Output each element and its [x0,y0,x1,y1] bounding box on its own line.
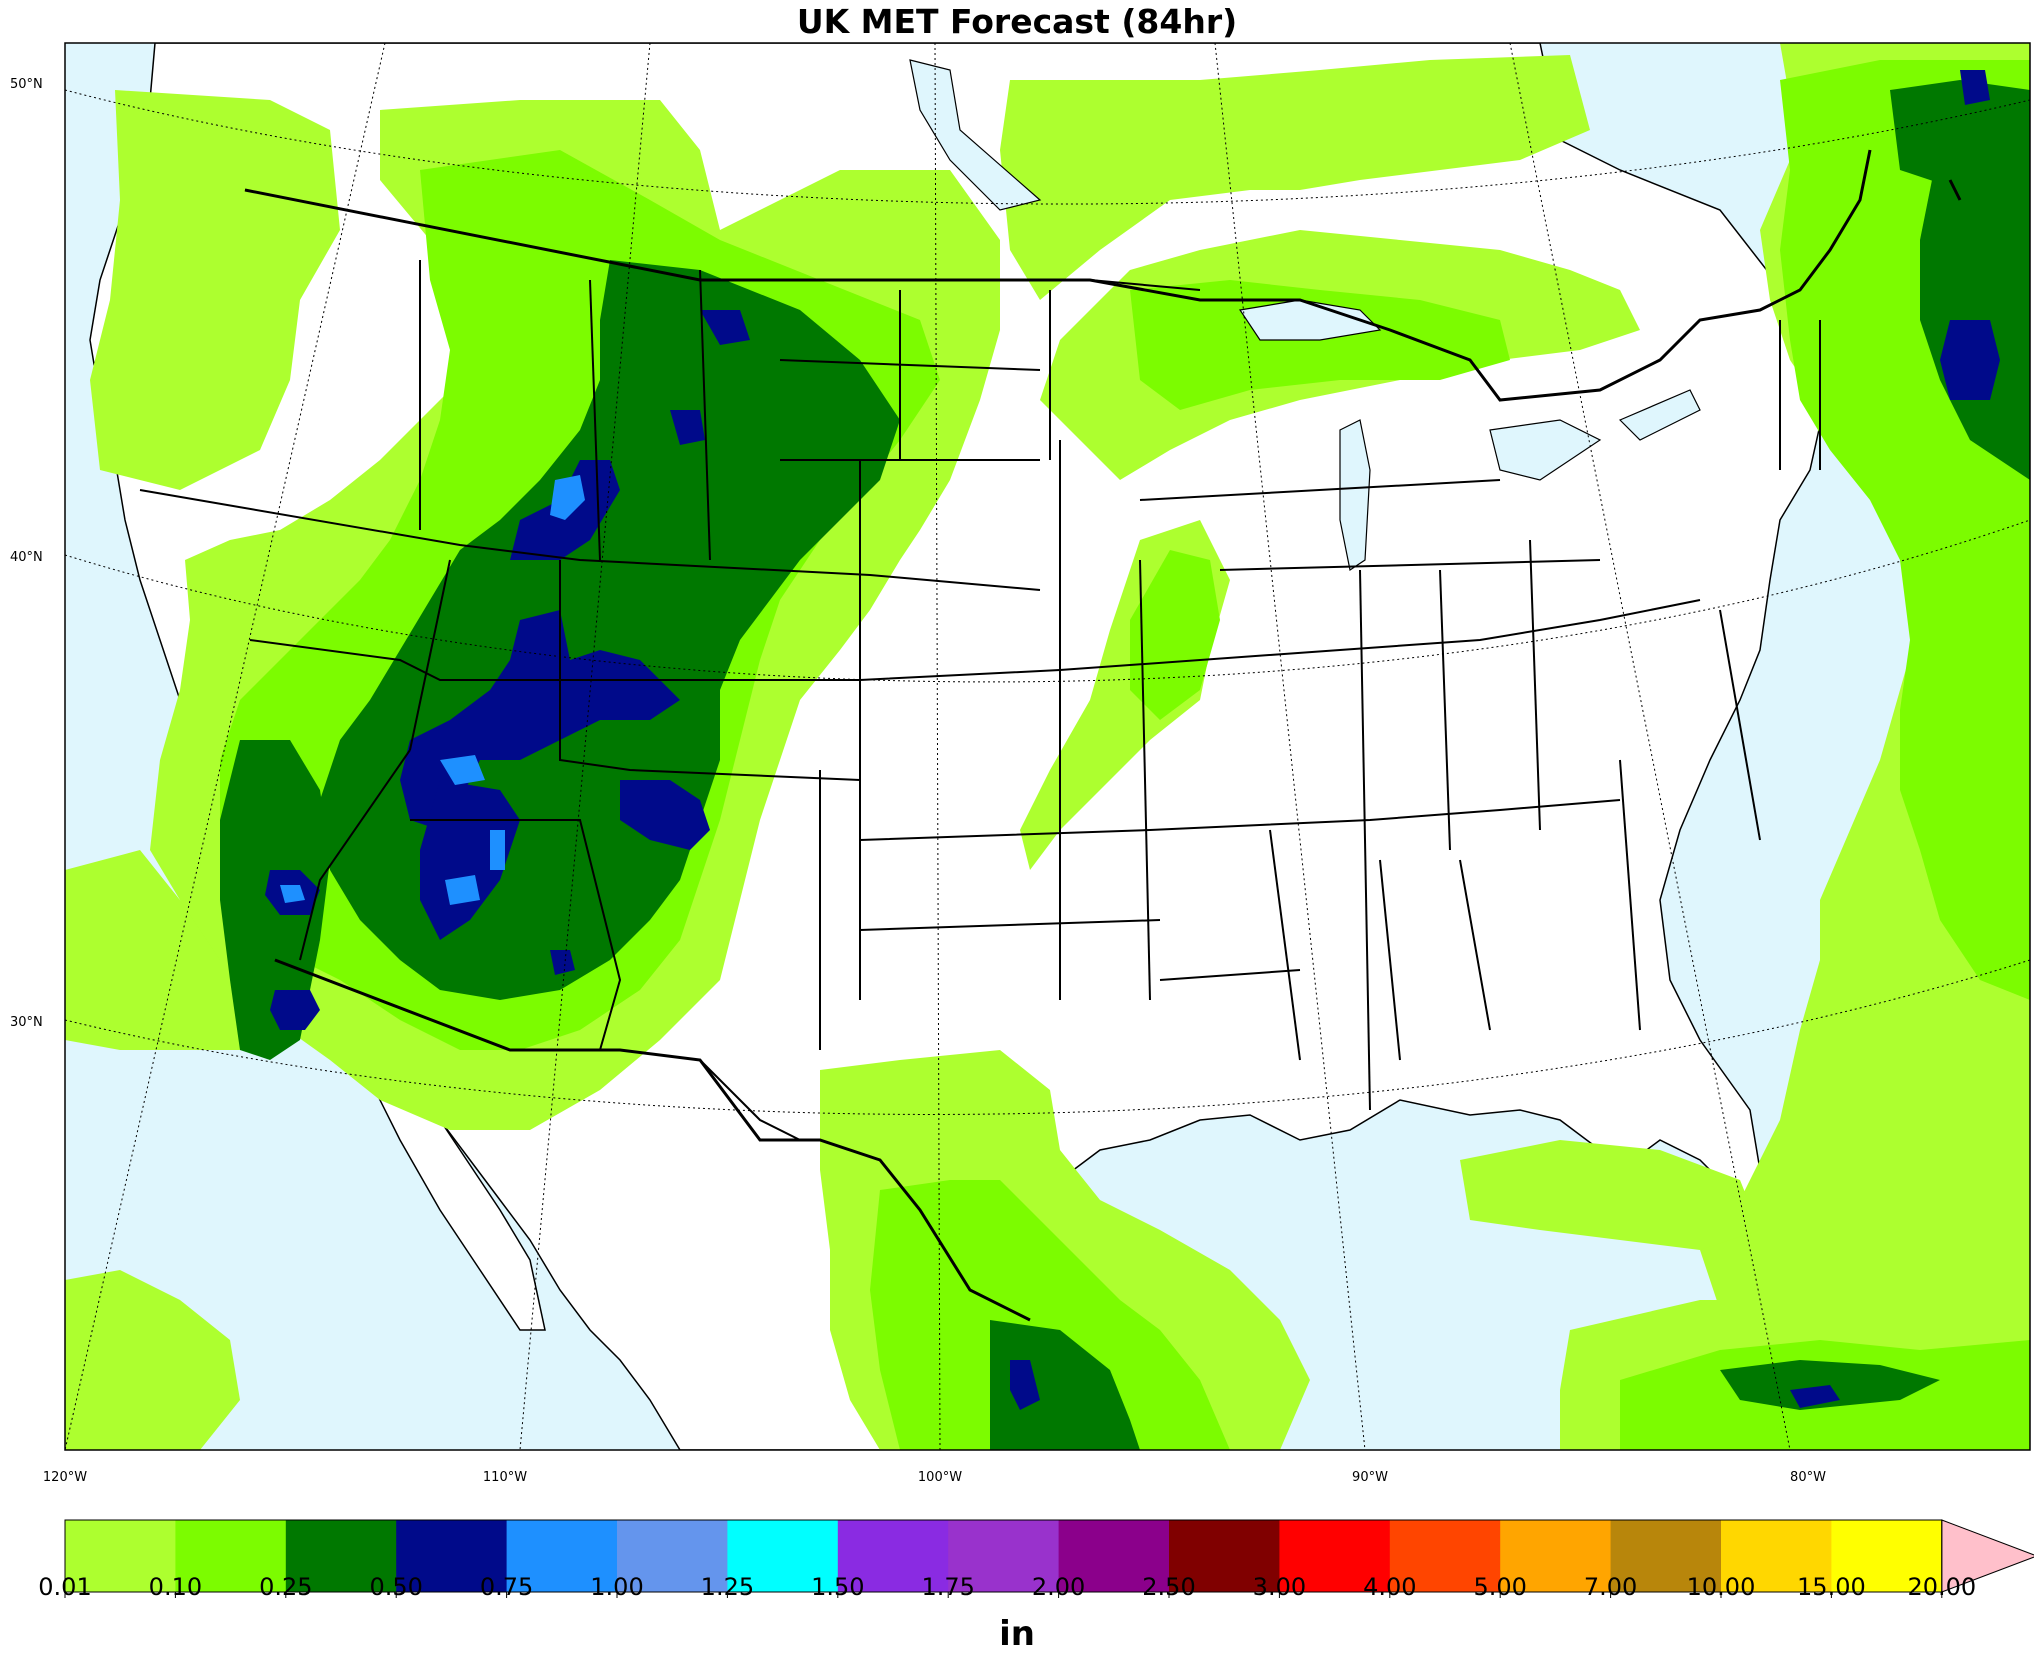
colorbar-tick-label: 1.00 [590,1573,644,1601]
colorbar-box [1831,1520,1943,1592]
lon-label-90w: 90°W [1352,1470,1388,1485]
graticule [65,43,2030,1450]
state-boundaries [139,189,1821,1141]
precip-0.75 [280,475,585,905]
colorbar-box [837,1520,949,1592]
colorbar-tick-label: 3.00 [1252,1573,1307,1601]
lon-label-80w: 80°W [1790,1470,1826,1485]
colorbar-box [1058,1520,1170,1592]
great-lakes [909,59,1701,571]
colorbar-box [617,1520,728,1592]
colorbar-units: in [999,1614,1035,1654]
colorbar-tick-label: 2.50 [1142,1573,1196,1601]
colorbar-tick-label: 7.00 [1583,1573,1638,1601]
colorbar-box [948,1520,1060,1592]
colorbar-tick-label: 1.25 [700,1573,755,1601]
colorbar-box [396,1520,508,1592]
colorbar [64,1519,2034,1598]
colorbar-box [1389,1520,1501,1592]
colorbar-tick-label: 0.01 [38,1573,92,1601]
colorbar-tick-label: 20.00 [1907,1573,1977,1601]
colorbar-tick-label: 0.10 [148,1573,203,1601]
colorbar-tick-label: 10.00 [1686,1573,1756,1601]
map-frame [64,42,2031,1451]
colorbar-box [1610,1520,1722,1592]
colorbar-box [727,1520,839,1592]
lon-label-120w: 120°W [42,1470,88,1485]
colorbar-tick-label: 5.00 [1473,1573,1527,1601]
lat-label-30: 30°N [10,1015,43,1030]
colorbar-tick-label: 1.75 [921,1573,975,1601]
colorbar-tick-label: 0.50 [369,1573,423,1601]
colorbar-border [64,1519,1943,1593]
colorbar-tick-label: 15.00 [1797,1573,1866,1601]
colorbar-tick-label: 1.50 [811,1573,865,1601]
lon-label-110w: 110°W [482,1470,528,1485]
colorbar-box [1721,1520,1832,1592]
map-title: UK MET Forecast (84hr) [796,2,1238,41]
colorbar-box [1500,1520,1612,1592]
colorbar-tick-label: 0.25 [259,1573,313,1601]
colorbar-box [1169,1520,1280,1592]
lat-label-50: 50°N [10,77,43,92]
us-border [244,149,1962,1322]
colorbar-tick-label: 0.75 [479,1573,534,1601]
colorbar-box [65,1520,176,1592]
colorbar-tick-label: 2.00 [1031,1573,1086,1601]
lon-label-100w: 100°W [917,1470,963,1485]
colorbar-box [285,1520,397,1592]
colorbar-box [506,1520,618,1592]
colorbar-box [1279,1520,1391,1592]
colorbar-box [175,1520,287,1592]
lat-label-40: 40°N [10,550,43,565]
colorbar-tick-label: 4.00 [1363,1573,1417,1601]
